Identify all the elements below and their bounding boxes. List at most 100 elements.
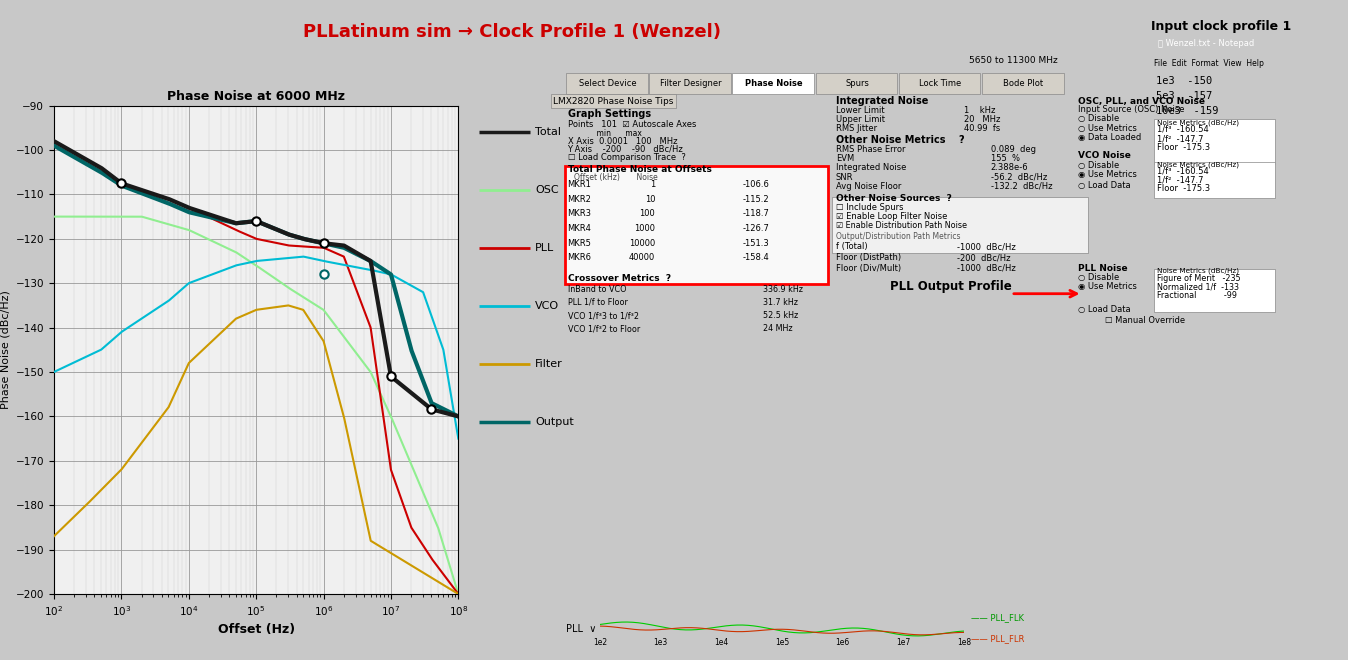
Text: Noise Metrics (dBc/Hz): Noise Metrics (dBc/Hz) xyxy=(1157,267,1239,274)
Text: 1: 1 xyxy=(650,180,655,189)
Text: Other Noise Metrics    ?: Other Noise Metrics ? xyxy=(836,135,964,145)
Text: 0.089  deg: 0.089 deg xyxy=(991,145,1035,154)
Text: Input Source (OSC) Noise: Input Source (OSC) Noise xyxy=(1078,105,1185,114)
Text: Upper Limit: Upper Limit xyxy=(836,115,884,124)
Text: X Axis  0.0001   100   MHz: X Axis 0.0001 100 MHz xyxy=(568,137,677,146)
Text: MKR2: MKR2 xyxy=(568,195,592,204)
Text: ☐ Manual Override: ☐ Manual Override xyxy=(1105,316,1185,325)
Text: Other Noise Sources  ?: Other Noise Sources ? xyxy=(836,194,952,203)
Text: Lower Limit: Lower Limit xyxy=(836,106,884,115)
Text: 1e2: 1e2 xyxy=(593,638,607,647)
Text: 5e3  -157: 5e3 -157 xyxy=(1157,92,1212,102)
Text: LMX2820 Phase Noise Tips: LMX2820 Phase Noise Tips xyxy=(553,96,674,106)
Text: —— PLL_FLK: —— PLL_FLK xyxy=(971,613,1023,622)
Text: 1/f²  -147.7: 1/f² -147.7 xyxy=(1157,134,1202,143)
Text: OSC, PLL, and VCO Noise: OSC, PLL, and VCO Noise xyxy=(1078,96,1205,106)
Text: 155  %: 155 % xyxy=(991,154,1020,163)
Text: -126.7: -126.7 xyxy=(743,224,770,233)
Text: 1e6  -171: 1e6 -171 xyxy=(1157,166,1212,176)
Text: Bode Plot: Bode Plot xyxy=(1003,79,1043,88)
Text: Fractional           -99: Fractional -99 xyxy=(1157,290,1236,300)
Text: -56.2  dBc/Hz: -56.2 dBc/Hz xyxy=(991,172,1047,182)
Text: Phase Noise: Phase Noise xyxy=(745,79,803,88)
Text: PLL Noise: PLL Noise xyxy=(1078,263,1128,273)
Text: 1000: 1000 xyxy=(634,224,655,233)
Text: 24 MHz: 24 MHz xyxy=(763,324,793,333)
Text: PLLatinum sim → Clock Profile 1 (Wenzel): PLLatinum sim → Clock Profile 1 (Wenzel) xyxy=(303,23,721,41)
Text: ○ Disable: ○ Disable xyxy=(1078,114,1120,123)
Text: Lock Time: Lock Time xyxy=(919,79,961,88)
Y-axis label: Phase Noise (dBc/Hz): Phase Noise (dBc/Hz) xyxy=(0,290,11,409)
Text: -106.6: -106.6 xyxy=(743,180,770,189)
Text: 1e4: 1e4 xyxy=(714,638,728,647)
Text: min      max: min max xyxy=(568,129,642,138)
Text: 10e3  -159: 10e3 -159 xyxy=(1157,106,1219,116)
Text: Total Phase Noise at Offsets: Total Phase Noise at Offsets xyxy=(568,164,712,174)
Text: Floor  -175.3: Floor -175.3 xyxy=(1157,183,1209,193)
Text: -118.7: -118.7 xyxy=(743,209,770,218)
Text: ◉ Use Metrics: ◉ Use Metrics xyxy=(1078,282,1138,291)
Text: Total: Total xyxy=(535,127,561,137)
Text: 100: 100 xyxy=(639,209,655,218)
Text: 10e6  -175: 10e6 -175 xyxy=(1157,181,1219,191)
Text: 1e3: 1e3 xyxy=(654,638,667,647)
Text: OSC: OSC xyxy=(535,185,559,195)
Text: Normalized 1/f  -133: Normalized 1/f -133 xyxy=(1157,282,1239,291)
Text: 10000: 10000 xyxy=(630,238,655,248)
Text: Offset (kHz)       Noise: Offset (kHz) Noise xyxy=(574,172,658,182)
Text: EVM: EVM xyxy=(836,154,855,163)
Text: Graph Settings: Graph Settings xyxy=(568,110,651,119)
Text: 10: 10 xyxy=(644,195,655,204)
Text: -132.2  dBc/Hz: -132.2 dBc/Hz xyxy=(991,182,1053,191)
Text: VCO 1/f³3 to 1/f³2: VCO 1/f³3 to 1/f³2 xyxy=(568,311,639,320)
Text: MKR3: MKR3 xyxy=(568,209,592,218)
Text: 500e3  -170: 500e3 -170 xyxy=(1157,151,1225,161)
Text: Integrated Noise: Integrated Noise xyxy=(836,96,929,106)
Text: Y Axis    -200    -90   dBc/Hz: Y Axis -200 -90 dBc/Hz xyxy=(568,145,683,154)
Text: VCO 1/f³2 to Floor: VCO 1/f³2 to Floor xyxy=(568,324,640,333)
Text: 2.388e-6: 2.388e-6 xyxy=(991,163,1029,172)
Text: InBand to VCO: InBand to VCO xyxy=(568,284,625,294)
Text: PLL  ∨: PLL ∨ xyxy=(566,624,597,634)
Text: MKR1: MKR1 xyxy=(568,180,592,189)
Text: -151.3: -151.3 xyxy=(743,238,770,248)
Text: 1/f²  -147.7: 1/f² -147.7 xyxy=(1157,175,1202,184)
Text: Filter Designer: Filter Designer xyxy=(661,79,721,88)
Text: PLL 1/f to Floor: PLL 1/f to Floor xyxy=(568,298,627,307)
Text: 40.99  fs: 40.99 fs xyxy=(964,124,1000,133)
Text: ○ Disable: ○ Disable xyxy=(1078,273,1120,282)
Text: 20   MHz: 20 MHz xyxy=(964,115,1000,124)
Text: -1000  dBc/Hz: -1000 dBc/Hz xyxy=(957,242,1016,251)
Text: 31.7 kHz: 31.7 kHz xyxy=(763,298,798,307)
Text: PLL Output Profile: PLL Output Profile xyxy=(890,280,1011,294)
Text: 1    kHz: 1 kHz xyxy=(964,106,995,115)
Text: 40000: 40000 xyxy=(630,253,655,262)
Text: 1/f³  -160.54: 1/f³ -160.54 xyxy=(1157,125,1208,134)
Text: ☑ Enable Distribution Path Noise: ☑ Enable Distribution Path Noise xyxy=(836,221,967,230)
Text: -1000  dBc/Hz: -1000 dBc/Hz xyxy=(957,263,1016,273)
Text: 1e8: 1e8 xyxy=(957,638,971,647)
Text: RMS Jitter: RMS Jitter xyxy=(836,124,878,133)
Text: Avg Noise Floor: Avg Noise Floor xyxy=(836,182,900,191)
Text: Spurs: Spurs xyxy=(845,79,869,88)
Text: 🗒 Wenzel.txt - Notepad: 🗒 Wenzel.txt - Notepad xyxy=(1158,39,1255,48)
Text: MKR4: MKR4 xyxy=(568,224,592,233)
Text: Integrated Noise: Integrated Noise xyxy=(836,163,906,172)
Text: Floor  -175.3: Floor -175.3 xyxy=(1157,143,1209,152)
Text: ◉ Data Loaded: ◉ Data Loaded xyxy=(1078,133,1142,142)
Text: Output/Distribution Path Metrics: Output/Distribution Path Metrics xyxy=(836,232,960,241)
Text: ○ Disable: ○ Disable xyxy=(1078,160,1120,170)
Text: Noise Metrics (dBc/Hz): Noise Metrics (dBc/Hz) xyxy=(1157,161,1239,168)
Text: 336.9 kHz: 336.9 kHz xyxy=(763,284,803,294)
X-axis label: Offset (Hz): Offset (Hz) xyxy=(217,623,295,636)
Text: Input clock profile 1: Input clock profile 1 xyxy=(1151,20,1291,33)
Text: ○ Use Metrics: ○ Use Metrics xyxy=(1078,123,1138,133)
Text: Crossover Metrics  ?: Crossover Metrics ? xyxy=(568,274,671,283)
Text: Noise Metrics (dBc/Hz): Noise Metrics (dBc/Hz) xyxy=(1157,119,1239,125)
Text: -115.2: -115.2 xyxy=(743,195,770,204)
Text: —— PLL_FLR: —— PLL_FLR xyxy=(971,634,1024,644)
Text: Floor (DistPath): Floor (DistPath) xyxy=(836,253,900,262)
Text: 1e3  -150: 1e3 -150 xyxy=(1157,77,1212,86)
Text: Select Device: Select Device xyxy=(578,79,636,88)
Text: SNR: SNR xyxy=(836,172,853,182)
